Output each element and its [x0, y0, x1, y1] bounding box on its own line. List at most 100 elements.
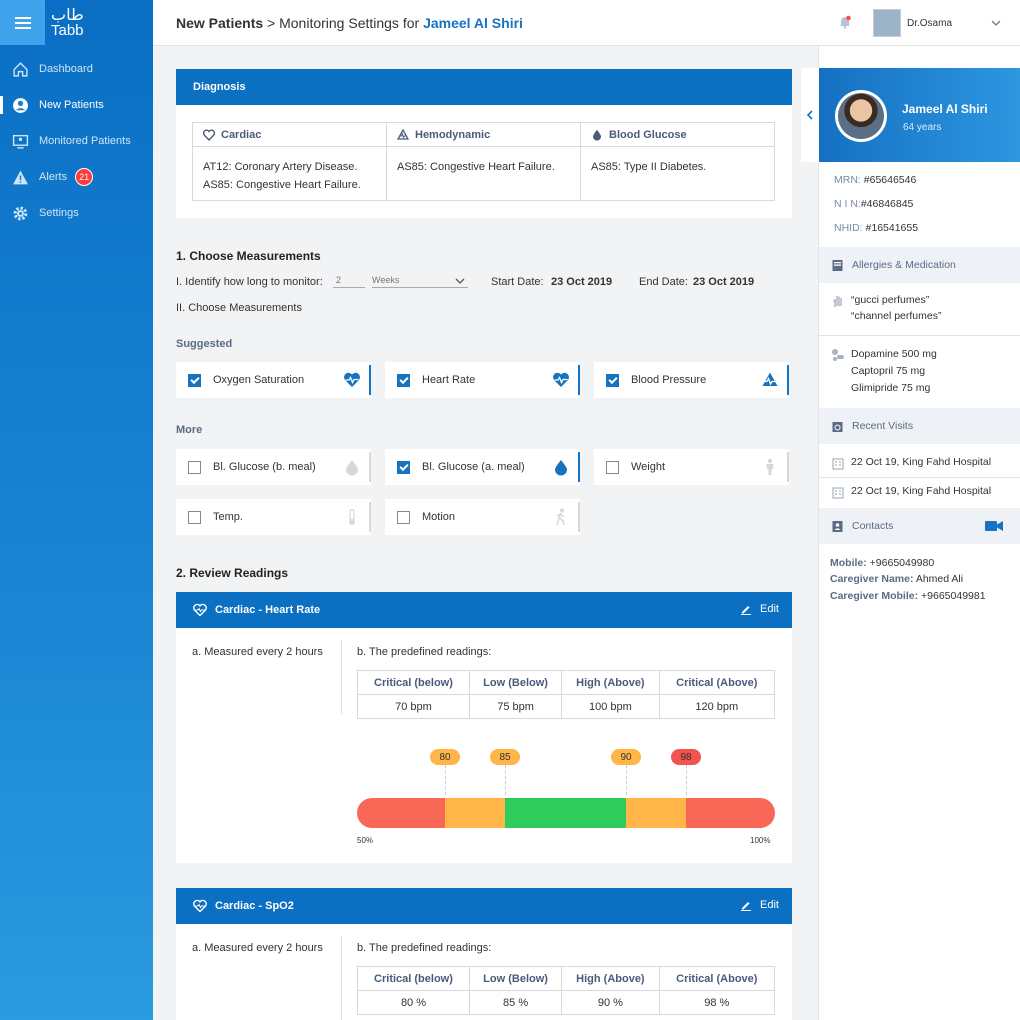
checkbox[interactable]: [606, 460, 619, 474]
scale-segment-normal: [505, 798, 626, 828]
scale-max-label: 100%: [750, 836, 771, 845]
measurement-glucose-after-meal[interactable]: Bl. Glucose (a. meal): [385, 449, 580, 485]
alerts-count-badge: 21: [75, 168, 94, 186]
duration-input[interactable]: 2: [333, 275, 365, 288]
sidebar-item-monitored-patients[interactable]: Monitored Patients: [0, 123, 153, 159]
pencil-icon: [741, 606, 752, 615]
more-label: More: [176, 424, 203, 436]
diagnosis-column-blood-glucose: Blood Glucose AS85: Type II Diabetes.: [581, 123, 774, 200]
patient-mrn: #65646546: [863, 174, 917, 186]
drop-icon: [593, 129, 601, 141]
chevron-down-icon: [455, 278, 465, 284]
duration-label: I. Identify how long to monitor:: [176, 276, 323, 288]
user-circle-icon: [13, 97, 28, 113]
end-date-value[interactable]: 23 Oct 2019: [693, 276, 755, 288]
measurement-weight[interactable]: Weight: [594, 449, 789, 485]
scale-segment-low: [445, 798, 505, 828]
pills-icon: [832, 349, 844, 361]
medication-list: Dopamine 500 mg Captopril 75 mg Glimipride…: [831, 348, 937, 394]
duration-unit-select[interactable]: Weeks: [372, 275, 468, 288]
top-bar: New Patients > Monitoring Settings for J…: [153, 0, 1020, 46]
breadcrumb-root[interactable]: New Patients: [176, 14, 264, 31]
pencil-icon: [741, 902, 752, 911]
measurement-temp[interactable]: Temp.: [176, 499, 371, 535]
breadcrumb-patient: Jameel Al Shiri: [423, 14, 523, 31]
readings-table: Critical (below) Low (Below) High (Above) C…: [357, 670, 776, 719]
checkbox[interactable]: [188, 460, 201, 474]
heart-pulse-icon: [193, 899, 207, 913]
warning-icon: [13, 170, 28, 184]
medical-book-icon: [832, 259, 843, 271]
visit-item[interactable]: 22 Oct 19, King Fahd Hospital: [831, 485, 991, 499]
recent-visits-section-header: Recent Visits: [819, 408, 1020, 444]
sidebar-item-new-patients[interactable]: New Patients: [0, 87, 153, 123]
measurement-blood-pressure[interactable]: Blood Pressure: [594, 362, 789, 398]
allergies-section-header: Allergies & Medication: [819, 247, 1020, 283]
checkbox[interactable]: [606, 373, 619, 387]
sidebar-item-dashboard[interactable]: Dashboard: [0, 51, 153, 87]
gear-icon: [13, 206, 28, 220]
edit-button[interactable]: Edit: [740, 899, 779, 911]
reading-card-spo2: Cardiac - SpO2 Edit a. Measured every 2 …: [176, 888, 792, 1020]
scale-marker[interactable]: 98: [671, 749, 701, 765]
caregiver-mobile[interactable]: +9665049981: [921, 590, 986, 602]
heart-pulse-icon: [553, 372, 569, 387]
checkbox[interactable]: [188, 510, 201, 524]
choose-measurements-title: 1. Choose Measurements: [176, 249, 321, 263]
allergy-list: “gucci perfumes” “channel perfumes”: [831, 294, 941, 322]
measurement-oxygen-saturation[interactable]: Oxygen Saturation: [176, 362, 371, 398]
readings-scale-bar: [357, 798, 775, 828]
predefined-readings-label: b. The predefined readings:: [357, 942, 492, 954]
diagnosis-column-hemodynamic: Hemodynamic AS85: Congestive Heart Failu…: [387, 123, 581, 200]
scale-marker[interactable]: 85: [490, 749, 520, 765]
hamburger-icon: [14, 21, 31, 24]
home-icon: [13, 61, 28, 77]
bell-icon[interactable]: [838, 15, 852, 29]
edit-button[interactable]: Edit: [740, 603, 779, 615]
patient-name: Jameel Al Shiri: [902, 102, 988, 116]
main-content: Diagnosis Cardiac AT12: Coronary Artery …: [153, 46, 818, 1020]
reading-card-header: Cardiac - Heart Rate Edit: [176, 592, 792, 628]
start-date-value[interactable]: 23 Oct 2019: [551, 276, 613, 288]
reading-card-header: Cardiac - SpO2 Edit: [176, 888, 792, 924]
scale-segment-critical-high: [686, 798, 775, 828]
hospital-icon: [832, 458, 844, 470]
drop-icon: [555, 460, 567, 476]
checkbox[interactable]: [188, 373, 201, 387]
reading-card-heart-rate: Cardiac - Heart Rate Edit a. Measured ev…: [176, 592, 792, 863]
collapse-panel-button[interactable]: [801, 68, 819, 162]
drop-icon: [346, 460, 358, 476]
menu-toggle-button[interactable]: [0, 0, 45, 45]
user-name[interactable]: Dr.Osama: [907, 18, 953, 29]
measurement-glucose-before-meal[interactable]: Bl. Glucose (b. meal): [176, 449, 371, 485]
chevron-down-icon[interactable]: [991, 18, 1001, 28]
suggested-label: Suggested: [176, 338, 233, 350]
monitor-icon: [12, 134, 29, 149]
contact-mobile[interactable]: +9665049980: [869, 557, 935, 569]
measurement-heart-rate[interactable]: Heart Rate: [385, 362, 580, 398]
checkbox[interactable]: [397, 510, 410, 524]
chevron-left-icon: [806, 110, 813, 120]
hemodynamic-icon: [397, 128, 409, 140]
caregiver-name: Ahmed Ali: [915, 573, 964, 585]
scale-marker[interactable]: 80: [430, 749, 460, 765]
app-logo[interactable]: طاب Tabb: [51, 5, 84, 39]
patient-nin: #46846845: [860, 198, 914, 210]
checkbox[interactable]: [397, 460, 410, 474]
diagnosis-column-cardiac: Cardiac AT12: Coronary Artery Disease. AS…: [193, 123, 387, 200]
measured-frequency: a. Measured every 2 hours: [192, 942, 323, 954]
visit-item[interactable]: 22 Oct 19, King Fahd Hospital: [831, 456, 991, 470]
checkbox[interactable]: [397, 373, 410, 387]
walking-icon: [556, 508, 565, 526]
measurement-motion[interactable]: Motion: [385, 499, 580, 535]
user-avatar[interactable]: [873, 9, 901, 37]
scale-marker[interactable]: 90: [611, 749, 641, 765]
patient-header: Jameel Al Shiri 64 years: [819, 68, 1020, 162]
sidebar-item-alerts[interactable]: Alerts 21: [0, 159, 153, 195]
patient-avatar: [835, 90, 887, 142]
sidebar-item-settings[interactable]: Settings: [0, 195, 153, 231]
predefined-readings-label: b. The predefined readings:: [357, 646, 492, 658]
video-call-icon[interactable]: [985, 520, 1003, 532]
sidebar: طاب Tabb Dashboard New Patients Monitore…: [0, 0, 153, 1020]
contact-book-icon: [832, 520, 843, 532]
